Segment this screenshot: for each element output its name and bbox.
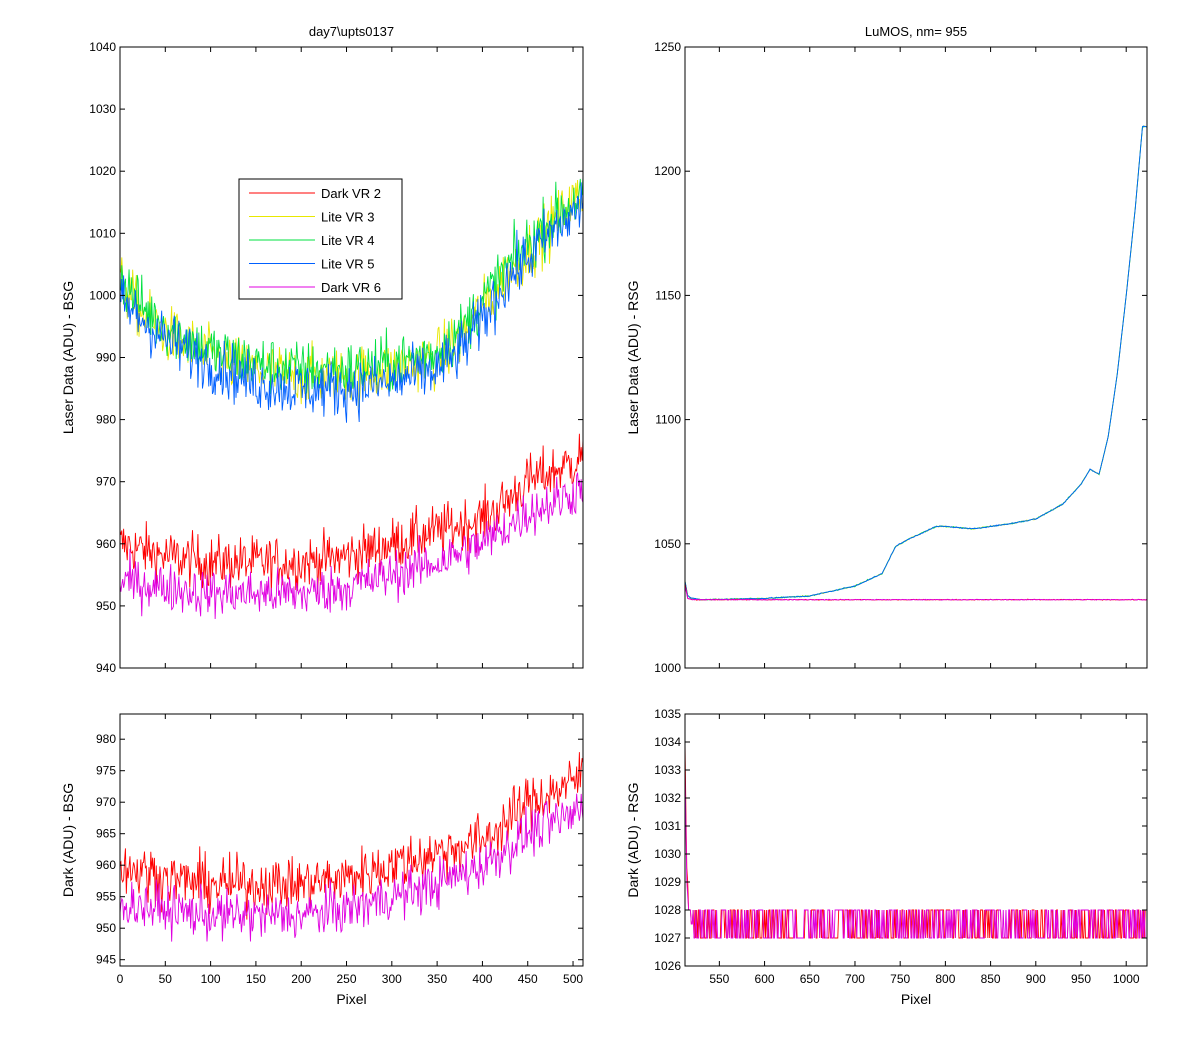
y-axis-label: Laser Data (ADU) - BSG: [60, 281, 76, 434]
chart-title: day7\upts0137: [309, 24, 394, 39]
y-tick-label: 1250: [654, 40, 681, 54]
y-tick-label: 1029: [654, 875, 681, 889]
chart-bottom-right: 1026 1027 1028 1029 1030 1031 1032 1033 1034 1035…: [625, 707, 1148, 1007]
legend-entry: Lite VR 3: [321, 210, 374, 225]
y-tick-label: 950: [96, 599, 116, 613]
series-line-dark-vr-6: [120, 472, 583, 620]
y-tick-label: 955: [96, 890, 116, 904]
y-tick-label: 1032: [654, 791, 681, 805]
plot-frame: [684, 713, 1148, 967]
series-line-lite-vr-5: [685, 125, 1147, 601]
y-tick-label: 1030: [654, 847, 681, 861]
y-tick-label: 975: [96, 764, 116, 778]
x-tick-label: 400: [472, 972, 492, 986]
plot-area: [120, 714, 583, 966]
series-line-dark-vr-6: [685, 769, 1147, 939]
x-tick-label: 50: [159, 972, 173, 986]
series-group: [120, 752, 583, 942]
legend-box: [238, 178, 403, 300]
y-tick-label: 970: [96, 475, 116, 489]
chart-top-left: 940 950 960 970 980 990 1000 1010 1020 1030 1040 da…: [60, 24, 584, 675]
y-tick-label: 965: [96, 827, 116, 841]
x-tick-label: 600: [755, 972, 775, 986]
y-tick-label: 940: [96, 661, 116, 675]
y-tick-label: 1027: [654, 931, 681, 945]
x-tick-label: 550: [709, 972, 729, 986]
y-tick-label: 1031: [654, 819, 681, 833]
y-tick-label: 980: [96, 732, 116, 746]
series-line-lite-vr-5: [120, 182, 583, 423]
y-tick-label: 1040: [89, 40, 116, 54]
x-tick-label: 200: [291, 972, 311, 986]
series-line-dark-vr-2: [120, 752, 583, 920]
y-tick-label: 1050: [654, 537, 681, 551]
x-axis-label: Pixel: [901, 991, 931, 1007]
y-tick-label: 1034: [654, 735, 681, 749]
x-tick-label: 150: [246, 972, 266, 986]
x-axis-label: Pixel: [336, 991, 366, 1007]
x-tick-label: 1000: [1113, 972, 1140, 986]
series-line-dark-vr-6: [120, 793, 583, 942]
x-tick-label: 300: [382, 972, 402, 986]
x-tick-label: 500: [563, 972, 583, 986]
y-tick-label: 1030: [89, 102, 116, 116]
chart-bottom-left: 945 950 955 960 965 970 975 980 0 50 100 150 200 250 3…: [60, 713, 584, 1007]
y-tick-label: 970: [96, 795, 116, 809]
y-tick-label: 960: [96, 858, 116, 872]
x-tick-label: 650: [800, 972, 820, 986]
y-tick-label: 1020: [89, 164, 116, 178]
y-tick-label: 1026: [654, 959, 681, 973]
x-tick-label: 100: [201, 972, 221, 986]
plot-frame: [684, 46, 1148, 669]
series-line-dark-vr-6: [685, 586, 1147, 601]
series-line-dark-vr-2: [120, 433, 583, 596]
x-tick-label: 900: [1026, 972, 1046, 986]
y-tick-label: 1000: [654, 661, 681, 675]
x-tick-label: 700: [845, 972, 865, 986]
x-tick-label: 950: [1071, 972, 1091, 986]
plot-area: [685, 47, 1147, 668]
legend: Dark VR 2 Lite VR 3 Lite VR 4 Lite VR 5 Dark…: [238, 178, 403, 300]
y-tick-label: 1035: [654, 707, 681, 721]
x-tick-label: 850: [981, 972, 1001, 986]
legend-entry: Dark VR 6: [321, 280, 381, 295]
y-tick-label: 1010: [89, 226, 116, 240]
y-tick-label: 950: [96, 921, 116, 935]
x-tick-label: 450: [518, 972, 538, 986]
series-group: [685, 741, 1147, 939]
x-tick-label: 350: [427, 972, 447, 986]
y-tick-label: 1000: [89, 288, 116, 302]
chart-title: LuMOS, nm= 955: [865, 24, 967, 39]
y-tick-label: 1028: [654, 903, 681, 917]
y-axis-label: Laser Data (ADU) - RSG: [625, 280, 641, 434]
x-tick-label: 0: [117, 972, 124, 986]
y-tick-label: 945: [96, 953, 116, 967]
y-tick-label: 1100: [655, 413, 681, 427]
plot-frame: [119, 713, 584, 967]
series-group: [120, 176, 583, 620]
y-tick-label: 1200: [654, 164, 681, 178]
y-tick-label: 960: [96, 537, 116, 551]
legend-entry: Lite VR 5: [321, 257, 374, 272]
y-tick-label: 1150: [655, 288, 681, 302]
y-tick-label: 990: [96, 351, 116, 365]
y-axis-label: Dark (ADU) - RSG: [625, 782, 641, 897]
legend-entry: Lite VR 4: [321, 233, 374, 248]
chart-top-right: 1000 1050 1100 1150 1200 1250 LuMOS, nm= 955 La…: [625, 24, 1148, 675]
y-axis-label: Dark (ADU) - BSG: [60, 783, 76, 897]
y-tick-label: 1033: [654, 763, 681, 777]
legend-entry: Dark VR 2: [321, 186, 381, 201]
x-tick-label: 800: [935, 972, 955, 986]
series-group: [685, 125, 1147, 601]
x-tick-label: 750: [890, 972, 910, 986]
x-tick-label: 250: [337, 972, 357, 986]
y-tick-label: 980: [96, 413, 116, 427]
